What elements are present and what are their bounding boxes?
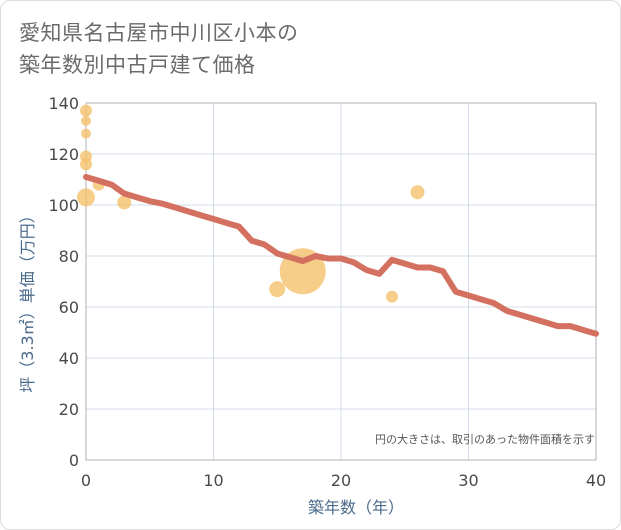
x-tick-label: 10 [203,471,223,490]
data-bubble [117,195,132,210]
y-tick-label: 120 [48,145,79,164]
title-line-2: 築年数別中古戸建て価格 [19,53,256,77]
y-axis-label: 坪（3.3㎡）単価（万円） [18,207,37,392]
y-tick-label: 40 [59,349,79,368]
chart-title: 愛知県名古屋市中川区小本の 築年数別中古戸建て価格 [19,17,299,81]
y-tick-label: 0 [69,451,79,470]
data-bubble [81,128,91,139]
data-bubble [80,104,92,117]
x-axis-label: 築年数（年） [308,498,404,517]
data-bubble [269,281,286,298]
bubble-size-note: 円の大きさは、取引のあった物件面積を示す [375,432,595,446]
data-bubble [77,188,95,207]
x-tick-label: 40 [586,471,606,490]
plot-area-border [85,102,597,461]
trend-line [83,173,599,337]
x-tick-label: 0 [81,471,91,490]
data-bubble [80,158,92,171]
grid-lines [85,102,597,461]
y-tick-label: 140 [48,94,79,113]
y-tick-label: 100 [48,196,79,215]
data-bubble [386,290,398,303]
data-bubble [410,185,425,200]
y-tick-label: 20 [59,400,79,419]
x-tick-label: 30 [458,471,478,490]
x-tick-labels: 0 10 20 30 40 [81,471,606,490]
y-tick-labels: 0 20 40 60 80 100 120 140 [48,94,79,470]
data-bubble [81,115,91,126]
y-tick-label: 80 [59,247,79,266]
y-tick-label: 60 [59,298,79,317]
x-tick-label: 20 [331,471,351,490]
title-line-1: 愛知県名古屋市中川区小本の [19,21,299,45]
